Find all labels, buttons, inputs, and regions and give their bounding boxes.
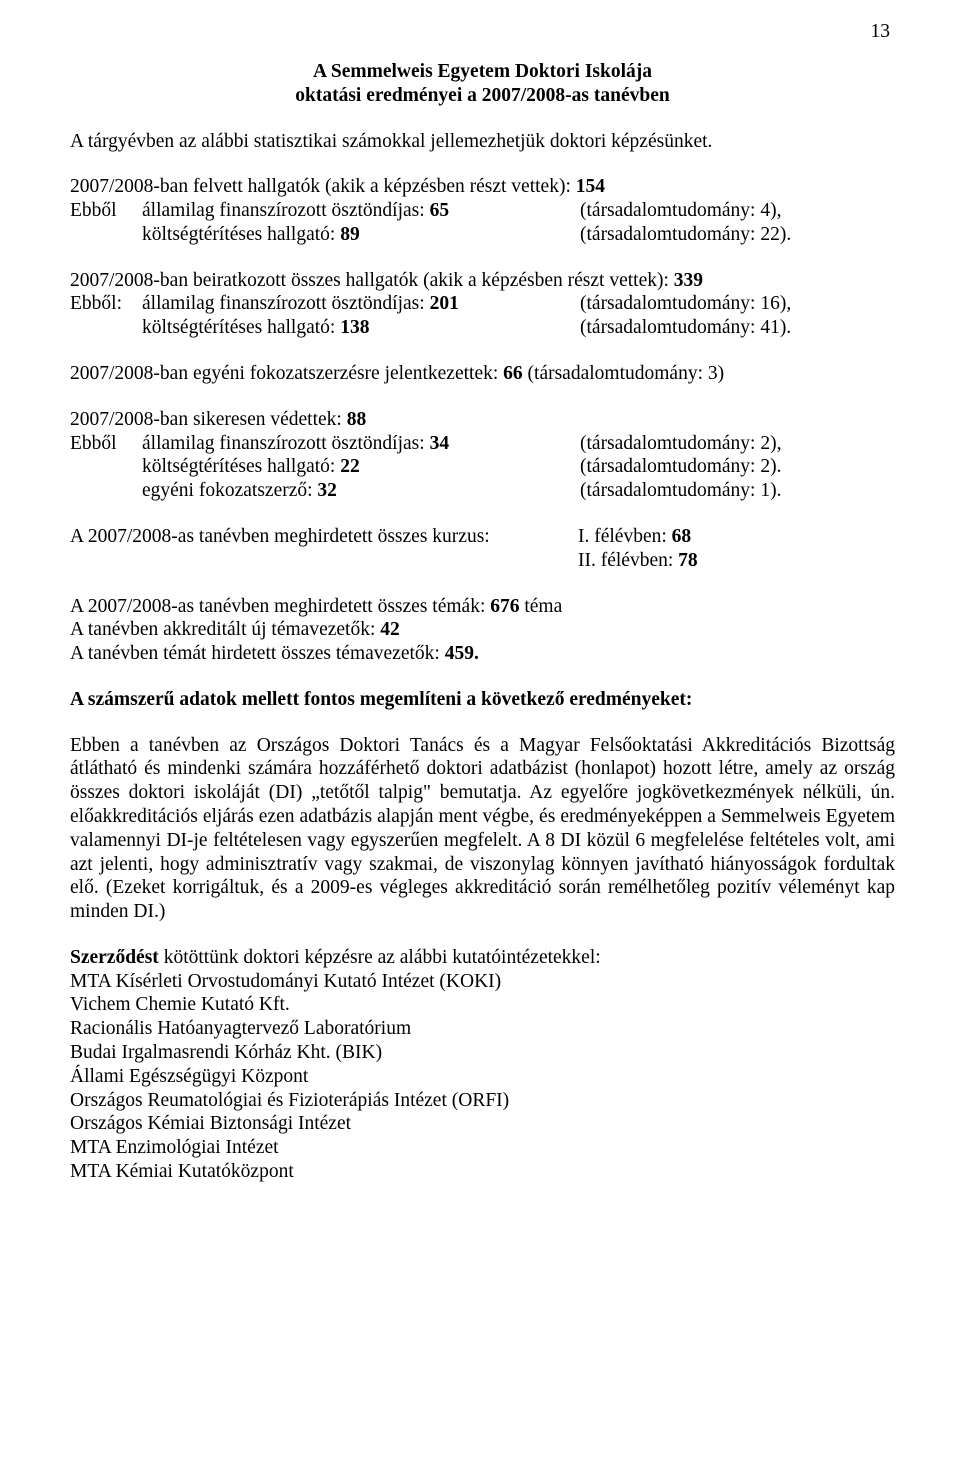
institute-item: Vichem Chemie Kutató Kft.	[70, 993, 895, 1017]
contract-paragraph: Szerződést kötöttünk doktori képzésre az…	[70, 946, 895, 970]
defended-row-b-left: költségtérítéses hallgató: 22	[142, 455, 572, 479]
enrolled-b-right: (társadalomtudomány: 41).	[580, 316, 895, 340]
enrolled-row-b-left: költségtérítéses hallgató: 138	[142, 316, 572, 340]
courses-sem1-number: 68	[672, 526, 692, 547]
intro-paragraph: A tárgyévben az alábbi statisztikai szám…	[70, 130, 895, 154]
admitted-a-number: 65	[430, 200, 450, 221]
stat-block-enrolled: 2007/2008-ban beiratkozott összes hallga…	[70, 269, 895, 340]
courses-sem2-text: II. félévben:	[578, 550, 678, 571]
stat-block-admitted: 2007/2008-ban felvett hallgatók (akik a …	[70, 175, 895, 246]
enrolled-row-a-left: államilag finanszírozott ösztöndíjas: 20…	[142, 292, 572, 316]
defended-row-c-left: egyéni fokozatszerző: 32	[142, 479, 572, 503]
defended-b-right: (társadalomtudomány: 2).	[580, 455, 895, 479]
defended-a-right: (társadalomtudomány: 2),	[580, 432, 895, 456]
defended-number: 88	[347, 409, 367, 430]
accredited-number: 42	[380, 619, 400, 640]
topics-suffix: téma	[519, 596, 562, 617]
title-line-2: oktatási eredményei a 2007/2008-as tanév…	[70, 84, 895, 108]
results-paragraph: Ebben a tanévben az Országos Doktori Tan…	[70, 734, 895, 924]
enrolled-text: 2007/2008-ban beiratkozott összes hallga…	[70, 270, 674, 291]
courses-sem2-number: 78	[678, 550, 698, 571]
enrolled-b-number: 138	[340, 317, 369, 338]
defended-row-a-left: államilag finanszírozott ösztöndíjas: 34	[142, 432, 572, 456]
page-title: A Semmelweis Egyetem Doktori Iskolája ok…	[70, 60, 895, 108]
institute-item: Racionális Hatóanyagtervező Laboratórium	[70, 1017, 895, 1041]
admitted-a-text: államilag finanszírozott ösztöndíjas:	[142, 200, 430, 221]
stat-topics: A 2007/2008-as tanévben meghirdetett öss…	[70, 595, 895, 666]
stat-courses: A 2007/2008-as tanévben meghirdetett öss…	[70, 525, 895, 573]
individual-right: (társadalomtudomány: 3)	[523, 363, 724, 384]
institute-list: MTA Kísérleti Orvostudományi Kutató Inté…	[70, 970, 895, 1184]
topics-number: 676	[490, 596, 519, 617]
defended-a-text: államilag finanszírozott ösztöndíjas:	[142, 433, 430, 454]
from-which-label-3: Ebből	[70, 432, 142, 503]
accredited-text: A tanévben akkreditált új témavezetők:	[70, 619, 380, 640]
institute-item: Állami Egészségügyi Központ	[70, 1065, 895, 1089]
defended-b-number: 22	[340, 456, 360, 477]
admitted-b-text: költségtérítéses hallgató:	[142, 224, 340, 245]
results-heading: A számszerű adatok mellett fontos megeml…	[70, 688, 895, 712]
institute-item: Budai Irgalmasrendi Kórház Kht. (BIK)	[70, 1041, 895, 1065]
courses-sem1: I. félévben: 68	[578, 525, 895, 549]
enrolled-b-text: költségtérítéses hallgató:	[142, 317, 340, 338]
admitted-text: 2007/2008-ban felvett hallgatók (akik a …	[70, 176, 576, 197]
admitted-number: 154	[576, 176, 605, 197]
institute-item: Országos Kémiai Biztonsági Intézet	[70, 1112, 895, 1136]
defended-a-number: 34	[430, 433, 450, 454]
defended-text: 2007/2008-ban sikeresen védettek:	[70, 409, 347, 430]
enrolled-a-number: 201	[430, 293, 459, 314]
individual-text: 2007/2008-ban egyéni fokozatszerzésre je…	[70, 363, 503, 384]
courses-sem1-text: I. félévben:	[578, 526, 672, 547]
contract-bold: Szerződést	[70, 947, 159, 968]
defended-c-right: (társadalomtudomány: 1).	[580, 479, 895, 503]
from-which-label-2: Ebből:	[70, 292, 142, 340]
admitted-row-a-left: államilag finanszírozott ösztöndíjas: 65	[142, 199, 572, 223]
topics-text: A 2007/2008-as tanévben meghirdetett öss…	[70, 596, 490, 617]
admitted-a-right: (társadalomtudomány: 4),	[580, 199, 895, 223]
institute-item: MTA Kísérleti Orvostudományi Kutató Inté…	[70, 970, 895, 994]
from-which-label: Ebből	[70, 199, 142, 247]
defended-c-number: 32	[317, 480, 337, 501]
institute-item: MTA Enzimológiai Intézet	[70, 1136, 895, 1160]
stat-individual: 2007/2008-ban egyéni fokozatszerzésre je…	[70, 362, 895, 386]
announced-text: A tanévben témát hirdetett összes témave…	[70, 643, 445, 664]
courses-left: A 2007/2008-as tanévben meghirdetett öss…	[70, 525, 570, 549]
contract-rest: kötöttünk doktori képzésre az alábbi kut…	[159, 947, 601, 968]
institute-item: MTA Kémiai Kutatóközpont	[70, 1160, 895, 1184]
enrolled-a-text: államilag finanszírozott ösztöndíjas:	[142, 293, 430, 314]
defended-c-text: egyéni fokozatszerző:	[142, 480, 317, 501]
admitted-row-b-left: költségtérítéses hallgató: 89	[142, 223, 572, 247]
enrolled-number: 339	[674, 270, 703, 291]
title-line-1: A Semmelweis Egyetem Doktori Iskolája	[70, 60, 895, 84]
admitted-b-right: (társadalomtudomány: 22).	[580, 223, 895, 247]
defended-b-text: költségtérítéses hallgató:	[142, 456, 340, 477]
admitted-b-number: 89	[340, 224, 360, 245]
individual-number: 66	[503, 363, 523, 384]
announced-number: 459.	[445, 643, 479, 664]
stat-block-defended: 2007/2008-ban sikeresen védettek: 88 Ebb…	[70, 408, 895, 503]
page-number: 13	[871, 20, 891, 44]
courses-sem2: II. félévben: 78	[578, 549, 895, 573]
institute-item: Országos Reumatológiai és Fizioterápiás …	[70, 1089, 895, 1113]
enrolled-a-right: (társadalomtudomány: 16),	[580, 292, 895, 316]
